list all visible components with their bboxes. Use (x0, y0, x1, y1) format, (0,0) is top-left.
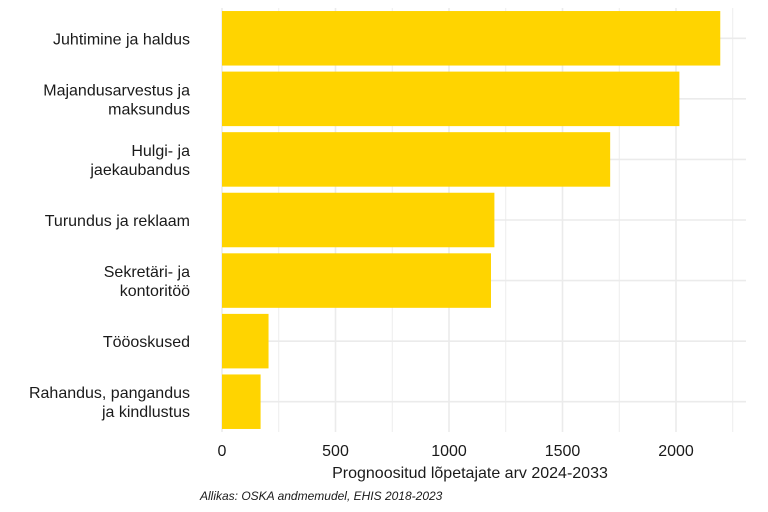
x-tick-label: 500 (322, 443, 349, 460)
category-label: Rahandus, pangandus ja kindlustus (29, 385, 190, 421)
category-label: Majandusarvestus ja maksundus (43, 82, 190, 118)
source-note: Allikas: OSKA andmemudel, EHIS 2018-2023 (199, 489, 443, 503)
category-label: Tööoskused (103, 334, 190, 351)
x-tick-label: 2000 (658, 443, 694, 460)
category-label: Turundus ja reklaam (45, 213, 190, 230)
x-tick-label: 1500 (545, 443, 581, 460)
x-tick-label: 1000 (431, 443, 467, 460)
bar (222, 132, 611, 187)
bar (222, 71, 680, 127)
category-labels: Juhtimine ja haldus Majandusarvestus ja ma… (29, 31, 190, 421)
category-label: Sekretäri- ja kontoritöö (104, 264, 190, 300)
x-tick-labels: 0 500 1000 1500 2000 (218, 443, 694, 460)
bar (222, 253, 491, 308)
x-axis-title: Prognoositud lõpetajate arv 2024-2033 (332, 465, 608, 482)
bar (222, 192, 495, 248)
bar-layer (222, 11, 721, 429)
category-label: Hulgi- ja jaekaubandus (89, 143, 190, 179)
x-tick-label: 0 (218, 443, 227, 460)
bar (222, 374, 261, 429)
category-label: Juhtimine ja haldus (53, 31, 190, 48)
bar (222, 11, 721, 66)
bar (222, 313, 269, 369)
